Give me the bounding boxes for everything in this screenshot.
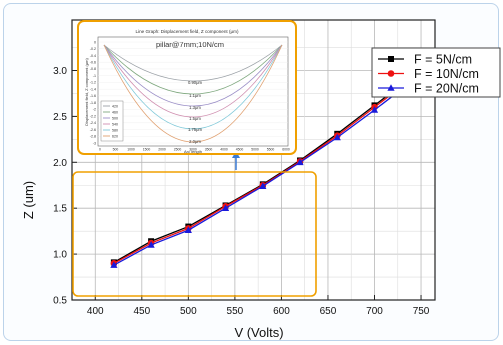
inset-y-tick-label: -2.2 bbox=[90, 114, 96, 118]
inset-curve bbox=[103, 44, 283, 95]
inset-x-tick-label: 3500 bbox=[205, 148, 213, 152]
y-axis-ticks: 0.5 1.0 1.5 2.0 2.5 3.0 bbox=[53, 66, 77, 307]
inset-curve-labels: 0.90μm 1.1μm 1.3μm 1.5μm 1.75μm 2.0μm bbox=[188, 80, 203, 144]
inset-y-tick-label: -0.6 bbox=[90, 61, 96, 65]
inset-curve-label: 1.1μm bbox=[189, 93, 201, 98]
highlight-box bbox=[72, 171, 317, 297]
inset-curve-label: 1.5μm bbox=[189, 116, 201, 121]
x-tick-label: 500 bbox=[180, 306, 197, 317]
inset-y-tick-label: -2.6 bbox=[90, 128, 96, 132]
inset-y-tick-label: -1.6 bbox=[90, 94, 96, 98]
inset-y-tick-label: -1.8 bbox=[90, 101, 96, 105]
inset-y-tick-label: -2.4 bbox=[90, 121, 96, 125]
data-point bbox=[221, 204, 230, 211]
inset-y-tick-label: -2 bbox=[93, 108, 96, 112]
inset-legend-box bbox=[100, 100, 124, 142]
data-point bbox=[184, 226, 192, 234]
inset-x-tick-label: 5500 bbox=[267, 148, 275, 152]
legend: F = 5N/cmF = 10N/cmF = 20N/cm bbox=[371, 47, 501, 98]
y-tick-label: 3.0 bbox=[53, 66, 67, 77]
inset-window-title: Line Graph: Displacement field, Z compon… bbox=[136, 29, 239, 34]
inset-x-tick-label: 5000 bbox=[251, 148, 259, 152]
y-tick-label: 1.5 bbox=[53, 204, 67, 215]
legend-label: F = 20N/cm bbox=[414, 82, 479, 96]
y-tick-label: 1.0 bbox=[53, 250, 67, 261]
data-point bbox=[296, 158, 304, 166]
inset-y-tick-label: -1.2 bbox=[90, 81, 96, 85]
inset-y-tick-label: -0.2 bbox=[90, 47, 96, 51]
inset-curve-label: 2.0μm bbox=[189, 139, 201, 144]
data-point bbox=[259, 182, 267, 189]
inset-x-label: Arc length bbox=[184, 149, 202, 154]
inset-x-tick-label: 2000 bbox=[158, 148, 166, 152]
x-tick-label: 750 bbox=[413, 306, 430, 317]
inset-graph: Line Graph: Displacement field, Z compon… bbox=[77, 20, 297, 155]
data-point bbox=[110, 261, 118, 268]
inset-x-tick-label: 4000 bbox=[220, 148, 228, 152]
legend-marker bbox=[387, 84, 395, 91]
x-axis-label: V (Volts) bbox=[234, 325, 283, 340]
inset-y-tick-label: -3 bbox=[93, 141, 96, 145]
x-tick-label: 650 bbox=[320, 306, 337, 317]
inset-x-tick-label: 4500 bbox=[236, 148, 244, 152]
inset-y-tick-label: -0.8 bbox=[90, 67, 96, 71]
inset-curves bbox=[103, 44, 283, 143]
y-tick-label: 0.5 bbox=[53, 296, 67, 307]
inset-curve bbox=[103, 44, 283, 107]
inset-y-ticks: 0 -0.2 -0.4 -0.6 -0.8 -1 -1.2 -1.4 -1.6 -1.8 -2 -2.… bbox=[90, 40, 288, 145]
inset-legend: 420 460 500 540 580 620 bbox=[100, 100, 124, 142]
inset-legend-label: 460 bbox=[112, 110, 118, 114]
inset-legend-label: 580 bbox=[112, 128, 118, 132]
legend-marker bbox=[388, 56, 394, 62]
x-tick-label: 600 bbox=[273, 306, 290, 317]
inset-curve-label: 1.75μm bbox=[188, 127, 203, 132]
inset-y-tick-label: -1 bbox=[93, 74, 96, 78]
inset-curve-label: 1.3μm bbox=[189, 105, 201, 110]
inset-curve bbox=[103, 44, 283, 130]
inset-curve bbox=[103, 44, 283, 118]
inset-curve bbox=[103, 44, 283, 143]
x-axis-ticks: 400 450 500 550 600 650 700 750 bbox=[87, 295, 430, 317]
inset-caption: pillar@7mm;10N/cm bbox=[156, 40, 224, 49]
inset-x-tick-label: 0 bbox=[99, 148, 101, 152]
inset-y-tick-label: 0 bbox=[94, 40, 96, 44]
y-axis-label: Z (um) bbox=[21, 181, 36, 219]
inset-legend-label: 500 bbox=[112, 116, 118, 120]
x-tick-label: 700 bbox=[366, 306, 383, 317]
inset-x-tick-label: 3000 bbox=[189, 148, 197, 152]
data-point bbox=[333, 133, 341, 141]
inset-legend-label: 620 bbox=[112, 134, 118, 138]
y-tick-label: 2.5 bbox=[53, 112, 67, 123]
y-tick-label: 2.0 bbox=[53, 158, 67, 169]
legend-label: F = 10N/cm bbox=[414, 67, 479, 81]
legend-marker bbox=[387, 70, 395, 77]
inset-legend-label: 540 bbox=[112, 122, 118, 126]
inset-x-ticks: 0 500 1000 1500 2000 2500 3000 3500 4000 4500 5000… bbox=[99, 148, 290, 152]
inset-x-tick-label: 500 bbox=[113, 148, 119, 152]
inset-curve-label: 0.90μm bbox=[188, 80, 203, 85]
inset-x-tick-label: 2500 bbox=[174, 148, 182, 152]
x-tick-label: 450 bbox=[133, 306, 150, 317]
inset-x-tick-label: 6000 bbox=[282, 148, 290, 152]
inset-curve bbox=[103, 44, 283, 82]
data-point bbox=[370, 106, 379, 113]
inset-y-tick-label: -2.8 bbox=[90, 135, 96, 139]
inset-y-tick-label: -0.4 bbox=[90, 54, 96, 58]
inset-x-tick-label: 1500 bbox=[143, 148, 151, 152]
inset-y-tick-label: -1.4 bbox=[90, 87, 96, 91]
inset-x-tick-label: 1000 bbox=[127, 148, 135, 152]
inset-y-label: Displacement field, Z component (μm) bbox=[84, 58, 89, 126]
inset-legend-label: 420 bbox=[112, 104, 118, 108]
x-tick-label: 550 bbox=[227, 306, 244, 317]
legend-label: F = 5N/cm bbox=[414, 53, 472, 67]
data-point bbox=[147, 241, 155, 248]
x-tick-label: 400 bbox=[87, 306, 104, 317]
inset-plot-area bbox=[97, 36, 289, 147]
